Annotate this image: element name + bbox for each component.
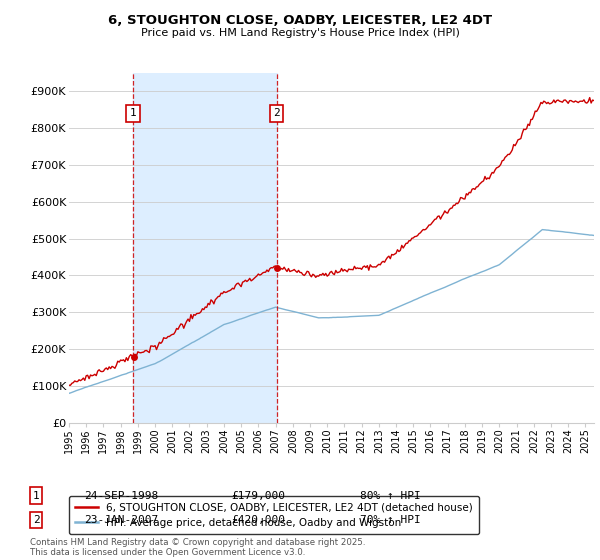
Text: 2: 2 — [32, 515, 40, 525]
Text: Contains HM Land Registry data © Crown copyright and database right 2025.
This d: Contains HM Land Registry data © Crown c… — [30, 538, 365, 557]
Bar — [133, 73, 277, 423]
Text: 2: 2 — [274, 108, 280, 118]
Text: 1: 1 — [130, 108, 137, 118]
Text: 1: 1 — [32, 491, 40, 501]
Text: 80% ↑ HPI: 80% ↑ HPI — [360, 491, 421, 501]
Text: 23-JAN-2007: 23-JAN-2007 — [84, 515, 158, 525]
Text: £420,000: £420,000 — [231, 515, 285, 525]
Text: 70% ↑ HPI: 70% ↑ HPI — [360, 515, 421, 525]
Text: Price paid vs. HM Land Registry's House Price Index (HPI): Price paid vs. HM Land Registry's House … — [140, 28, 460, 38]
Text: 6, STOUGHTON CLOSE, OADBY, LEICESTER, LE2 4DT: 6, STOUGHTON CLOSE, OADBY, LEICESTER, LE… — [108, 14, 492, 27]
Text: 24-SEP-1998: 24-SEP-1998 — [84, 491, 158, 501]
Text: £179,000: £179,000 — [231, 491, 285, 501]
Legend: 6, STOUGHTON CLOSE, OADBY, LEICESTER, LE2 4DT (detached house), HPI: Average pri: 6, STOUGHTON CLOSE, OADBY, LEICESTER, LE… — [69, 496, 479, 534]
